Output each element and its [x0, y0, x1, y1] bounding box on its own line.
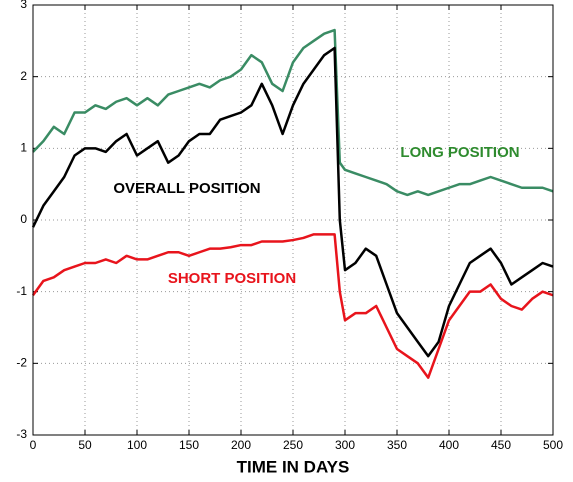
x-tick-label: 0 [30, 438, 37, 452]
x-tick-label: 200 [231, 438, 251, 452]
y-tick-label: 1 [20, 141, 27, 155]
annotation: SHORT POSITION [168, 270, 296, 287]
series-line [31, 233, 554, 379]
y-tick-label: 3 [20, 0, 27, 11]
x-tick-label: 450 [491, 438, 511, 452]
x-tick-label: 250 [283, 438, 303, 452]
y-tick-label: 2 [20, 69, 27, 83]
y-tick-label: -2 [16, 356, 27, 370]
plot-frame [32, 4, 554, 436]
x-tick-label: 150 [179, 438, 199, 452]
x-tick-label: 50 [78, 438, 92, 452]
series-line [31, 46, 554, 358]
y-tick-label: -3 [16, 427, 27, 441]
annotation: LONG POSITION [400, 144, 519, 161]
x-tick-label: 100 [127, 438, 147, 452]
x-tick-label: 350 [387, 438, 407, 452]
annotation: OVERALL POSITION [113, 180, 260, 197]
series-line [32, 28, 554, 197]
x-tick-label: 500 [543, 438, 563, 452]
y-tick-label: -1 [16, 284, 27, 298]
y-tick-label: 0 [20, 212, 27, 226]
x-tick-label: 400 [439, 438, 459, 452]
x-tick-label: 300 [335, 438, 355, 452]
x-axis-label: TIME IN DAYS [237, 457, 350, 476]
